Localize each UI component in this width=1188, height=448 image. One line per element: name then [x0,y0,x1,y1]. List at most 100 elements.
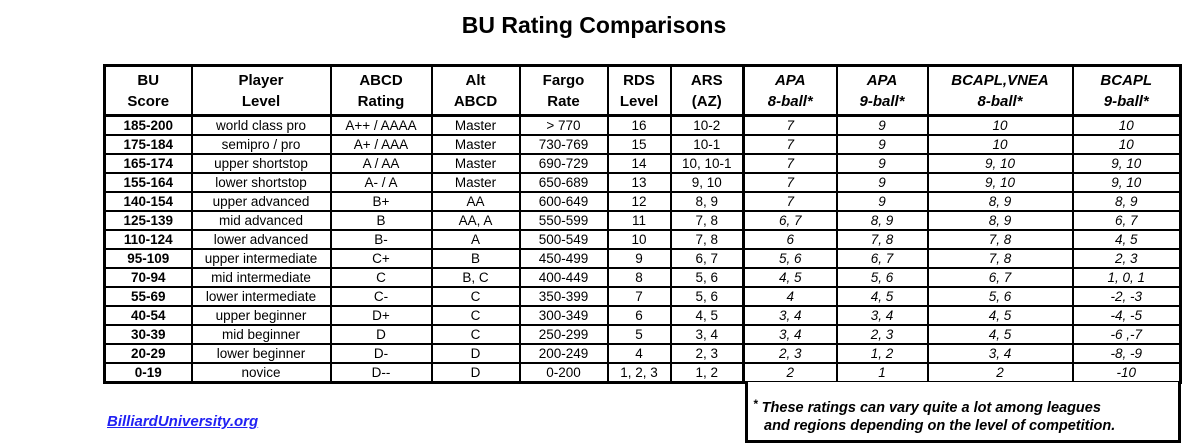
table-cell: 6 [606,305,672,326]
table-cell: 4, 5 [669,305,745,326]
table-cell: 95-109 [103,248,193,269]
table-cell: C [430,286,521,307]
table-row: 165-174 upper shortstop A / AA Master 690-72… [103,153,1182,174]
column-header-bcapl-9-ball-: BCAPL 9-ball* [1071,64,1182,117]
table-cell: 3, 4 [835,305,929,326]
table-cell: 2, 3 [835,324,929,345]
column-header-player-level: Player Level [190,64,332,117]
table-cell: 1, 2 [669,362,745,384]
table-cell: 11 [606,210,672,231]
table-cell: > 770 [518,114,609,136]
table-cell: 600-649 [518,191,609,212]
table-row: 110-124 lower advanced B- A 500-549 10 7, 8 6 7,… [103,229,1182,250]
asterisk-marker: * [753,397,758,411]
table-row: 70-94 mid intermediate C B, C 400-449 8 5, 6 4,… [103,267,1182,288]
table-row: 40-54 upper beginner D+ C 300-349 6 4, 5 3, 4 3,… [103,305,1182,326]
billiard-university-link[interactable]: BilliardUniversity.org [107,413,259,430]
table-cell: 10 [1071,134,1182,155]
table-cell: mid intermediate [190,267,332,288]
table-row: 20-29 lower beginner D- D 200-249 4 2, 3 2, 3 1,… [103,343,1182,364]
table-cell: 7 [742,134,838,155]
table-cell: 4, 5 [742,267,838,288]
table-cell: 400-449 [518,267,609,288]
page-title: BU Rating Comparisons [461,12,727,38]
table-cell: 1 [835,362,929,384]
table-cell: 690-729 [518,153,609,174]
table-cell: A / AA [329,153,433,174]
table-cell: 15 [606,134,672,155]
table-cell: 550-599 [518,210,609,231]
table-cell: 155-164 [103,172,193,193]
table-cell: 9, 10 [926,153,1074,174]
table-cell: mid beginner [190,324,332,345]
table-cell: 3, 4 [669,324,745,345]
table-cell: upper shortstop [190,153,332,174]
footnote-line-2: and regions depending on the level of co… [764,418,1116,434]
column-header-ars--az-: ARS (AZ) [669,64,745,117]
table-cell: C [430,305,521,326]
table-cell: 10-1 [669,134,745,155]
table-row: 185-200 world class pro A++ / AAAA Master > … [103,114,1182,136]
table-cell: 6, 7 [669,248,745,269]
table-cell: 7, 8 [669,229,745,250]
table-cell: 8, 9 [835,210,929,231]
table-cell: 7, 8 [926,229,1074,250]
table-row: 155-164 lower shortstop A- / A Master 650-68… [103,172,1182,193]
table-cell: 350-399 [518,286,609,307]
table-cell: 110-124 [103,229,193,250]
table-cell: B [430,248,521,269]
table-cell: 10 [926,134,1074,155]
footnote-box: * These ratings can vary quite a lot amon… [745,382,1181,443]
table-cell: 8 [606,267,672,288]
table-cell: 0-200 [518,362,609,384]
table-cell: 175-184 [103,134,193,155]
table-cell: 14 [606,153,672,174]
table-cell: 2, 3 [1071,248,1182,269]
table-cell: 125-139 [103,210,193,231]
table-cell: D+ [329,305,433,326]
table-cell: 5, 6 [742,248,838,269]
column-header-apa-8-ball-: APA 8-ball* [742,64,838,117]
table-cell: Master [430,172,521,193]
table-cell: 5, 6 [835,267,929,288]
table-cell: 55-69 [103,286,193,307]
table-cell: upper advanced [190,191,332,212]
table-cell: 7, 8 [926,248,1074,269]
table-cell: 650-689 [518,172,609,193]
table-cell: 20-29 [103,343,193,364]
table-cell: 7, 8 [835,229,929,250]
table-cell: 7 [742,191,838,212]
table-cell: 9 [835,153,929,174]
column-header-alt-abcd: Alt ABCD [430,64,521,117]
table-cell: lower beginner [190,343,332,364]
table-cell: 5, 6 [669,286,745,307]
table-cell: -8, -9 [1071,343,1182,364]
table-cell: C [430,324,521,345]
table-cell: semipro / pro [190,134,332,155]
table-cell: 730-769 [518,134,609,155]
table-cell: C+ [329,248,433,269]
table-cell: B- [329,229,433,250]
table-cell: 2 [926,362,1074,384]
column-header-apa-9-ball-: APA 9-ball* [835,64,929,117]
table-cell: B [329,210,433,231]
table-cell: 5, 6 [926,286,1074,307]
table-cell: 9 [835,134,929,155]
table-cell: 1, 0, 1 [1071,267,1182,288]
table-cell: -6 ,-7 [1071,324,1182,345]
table-cell: 9 [835,191,929,212]
table-cell: A+ / AAA [329,134,433,155]
table-cell: 13 [606,172,672,193]
column-header-rds-level: RDS Level [606,64,672,117]
table-cell: A++ / AAAA [329,114,433,136]
table-row: 0-19 novice D-- D 0-200 1, 2, 3 1, 2 2 1 2 -10 [103,362,1182,384]
table-cell: 5 [606,324,672,345]
table-cell: 250-299 [518,324,609,345]
table-cell: 6 [742,229,838,250]
table-cell: 3, 4 [742,324,838,345]
table-cell: lower advanced [190,229,332,250]
table-cell: 165-174 [103,153,193,174]
